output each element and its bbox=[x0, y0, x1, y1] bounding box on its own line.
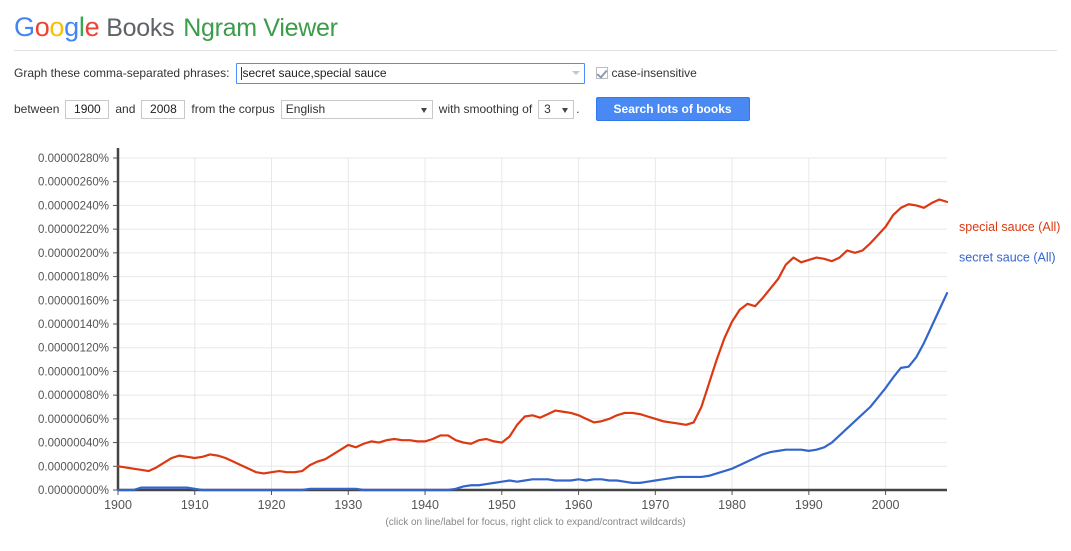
chart-hint-text: (click on line/label for focus, right cl… bbox=[385, 517, 686, 528]
logo-letter: l bbox=[78, 12, 85, 42]
y-axis-tick-label: 0.00000140% bbox=[38, 319, 109, 331]
start-year-input[interactable] bbox=[65, 99, 110, 119]
search-button-label: Search lots of books bbox=[613, 102, 732, 116]
series-label[interactable]: secret sauce (All) bbox=[959, 251, 1056, 265]
y-axis-tick-label: 0.00000000% bbox=[38, 485, 109, 497]
chevron-down-icon[interactable] bbox=[572, 70, 581, 75]
smoothing-label: with smoothing of bbox=[438, 102, 533, 116]
options-row: between and from the corpus English with… bbox=[14, 96, 1057, 122]
corpus-select-value: English bbox=[285, 102, 326, 116]
end-year-input[interactable] bbox=[141, 99, 186, 119]
search-button[interactable]: Search lots of books bbox=[595, 97, 750, 121]
and-label: and bbox=[115, 102, 136, 116]
corpus-label: from the corpus bbox=[191, 102, 275, 116]
x-axis-tick-label: 1980 bbox=[718, 498, 746, 512]
text-caret bbox=[241, 66, 243, 80]
series-line[interactable] bbox=[116, 292, 949, 492]
smoothing-select[interactable]: 3 bbox=[538, 99, 575, 119]
series-label[interactable]: special sauce (All) bbox=[959, 220, 1060, 234]
logo-letter: o bbox=[49, 12, 65, 42]
x-axis-tick-label: 1990 bbox=[795, 498, 823, 512]
case-insensitive-checkbox[interactable] bbox=[596, 67, 609, 79]
search-input[interactable] bbox=[236, 62, 586, 84]
x-axis-tick-label: 1940 bbox=[411, 498, 439, 512]
site-logo[interactable]: Google Books Ngram Viewer bbox=[14, 12, 1071, 43]
chevron-down-icon bbox=[420, 107, 427, 113]
between-label: between bbox=[14, 102, 60, 116]
x-axis-tick-label: 1960 bbox=[565, 498, 593, 512]
query-input-wrapper[interactable] bbox=[236, 62, 586, 84]
logo-letter: o bbox=[34, 12, 50, 42]
y-axis-tick-label: 0.00000160% bbox=[38, 295, 109, 307]
y-axis-tick-label: 0.00000260% bbox=[38, 177, 109, 189]
x-axis-tick-label: 1930 bbox=[334, 498, 362, 512]
google-logo: Google bbox=[14, 12, 100, 42]
phrases-label: Graph these comma-separated phrases: bbox=[14, 66, 230, 80]
x-axis-tick-label: 2000 bbox=[872, 498, 900, 512]
books-wordmark: Books bbox=[106, 14, 175, 42]
y-axis-tick-label: 0.00000180% bbox=[38, 272, 109, 284]
ngram-chart[interactable]: 0.00000280% 0.00000260% 0.00000240% 0.00000… bbox=[0, 140, 1071, 551]
period-text: . bbox=[576, 102, 580, 116]
chart-svg: 0.00000280% 0.00000260% 0.00000240% 0.00000… bbox=[38, 148, 1060, 512]
header-divider bbox=[14, 50, 1057, 51]
y-axis-tick-label: 0.00000200% bbox=[38, 248, 109, 260]
case-insensitive-control[interactable]: case-insensitive bbox=[596, 66, 697, 80]
x-axis-tick-label: 1900 bbox=[104, 498, 132, 512]
x-axis-tick-label: 1970 bbox=[641, 498, 669, 512]
page-header: Google Books Ngram Viewer bbox=[0, 0, 1071, 42]
y-axis-tick-label: 0.00000240% bbox=[38, 200, 109, 212]
query-form: Graph these comma-separated phrases: cas… bbox=[14, 60, 1057, 122]
x-axis-tick-label: 1950 bbox=[488, 498, 516, 512]
x-axis-tick-label: 1920 bbox=[258, 498, 286, 512]
logo-letter: g bbox=[64, 12, 79, 42]
case-insensitive-label: case-insensitive bbox=[611, 66, 697, 80]
y-axis-tick-label: 0.00000040% bbox=[38, 438, 109, 450]
chevron-down-icon bbox=[562, 107, 569, 113]
logo-letter: G bbox=[14, 12, 35, 42]
corpus-select[interactable]: English bbox=[280, 99, 433, 119]
y-axis-tick-label: 0.00000100% bbox=[38, 366, 109, 378]
y-axis-tick-label: 0.00000120% bbox=[38, 343, 109, 355]
x-axis-tick-label: 1910 bbox=[181, 498, 209, 512]
y-axis-tick-label: 0.00000220% bbox=[38, 224, 109, 236]
series-line[interactable] bbox=[116, 198, 949, 475]
y-axis-tick-label: 0.00000060% bbox=[38, 414, 109, 426]
logo-letter: e bbox=[84, 12, 100, 42]
y-axis-tick-label: 0.00000280% bbox=[38, 153, 109, 165]
smoothing-select-value: 3 bbox=[544, 102, 551, 116]
y-axis-tick-label: 0.00000080% bbox=[38, 390, 109, 402]
ngram-viewer-wordmark: Ngram Viewer bbox=[183, 14, 338, 42]
y-axis-tick-label: 0.00000020% bbox=[38, 461, 109, 473]
query-row: Graph these comma-separated phrases: cas… bbox=[14, 60, 1057, 86]
